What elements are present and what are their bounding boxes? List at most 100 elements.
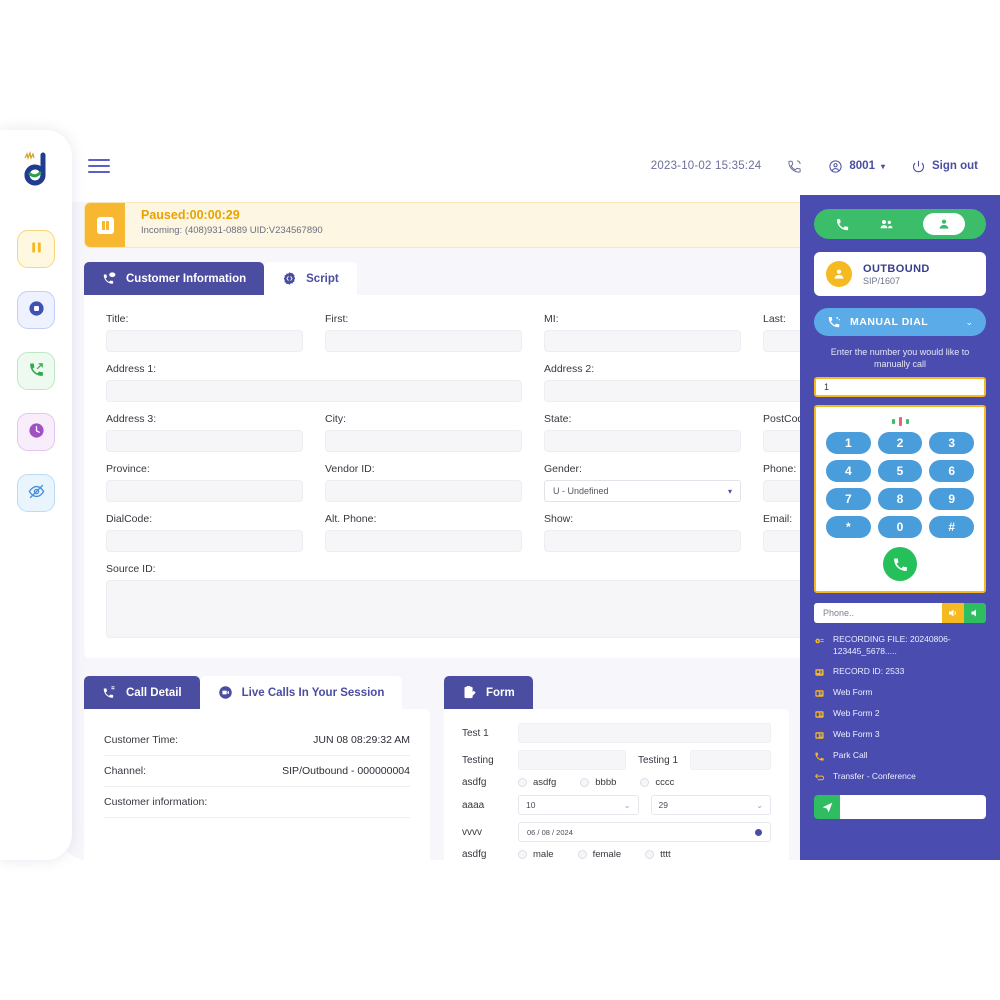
form-field-asdfg-gender-radios: asdfg male female tttt bbox=[462, 849, 771, 860]
rail-item-hide[interactable] bbox=[17, 474, 55, 512]
dialer-mode-bar bbox=[814, 209, 986, 239]
person-icon[interactable] bbox=[923, 213, 966, 235]
rail-item-pause[interactable] bbox=[17, 230, 55, 268]
province-input[interactable] bbox=[106, 480, 303, 502]
field-first: First: bbox=[325, 313, 522, 352]
key-9[interactable]: 9 bbox=[929, 488, 974, 511]
testing1-input[interactable] bbox=[690, 750, 771, 770]
rail-item-stop-record[interactable] bbox=[17, 291, 55, 329]
phone-input-bar: Phone.. bbox=[814, 603, 986, 624]
dialer-panel: OUTBOUND SIP/1607 MANUAL DIAL ⌄ Enter th… bbox=[800, 195, 1000, 860]
radio-option[interactable]: male bbox=[518, 849, 566, 860]
action-transfer-conference[interactable]: Transfer - Conference bbox=[814, 771, 986, 783]
action-web-form[interactable]: Web Form bbox=[814, 687, 986, 699]
city-input[interactable] bbox=[325, 430, 522, 452]
rail-item-history[interactable] bbox=[17, 413, 55, 451]
radio-option[interactable]: asdfg bbox=[518, 777, 568, 788]
address1-input[interactable] bbox=[106, 380, 522, 402]
alt-phone-input[interactable] bbox=[325, 530, 522, 552]
action-label: Web Form 3 bbox=[833, 729, 880, 740]
field-label: Test 1 bbox=[462, 727, 489, 739]
gender-select[interactable]: U - Undefined ▾ bbox=[544, 480, 741, 502]
phone-dial-icon bbox=[827, 315, 841, 329]
radio-option[interactable]: cccc bbox=[640, 777, 686, 788]
key-0[interactable]: 0 bbox=[877, 516, 923, 539]
tab-live-calls[interactable]: Live Calls In Your Session bbox=[199, 676, 403, 709]
send-icon bbox=[821, 801, 834, 814]
test1-input[interactable] bbox=[518, 723, 771, 743]
address3-input[interactable] bbox=[106, 430, 303, 452]
field-label: Show: bbox=[544, 513, 574, 525]
key-1[interactable]: 1 bbox=[826, 432, 871, 455]
key-4[interactable]: 4 bbox=[826, 460, 871, 483]
send-input[interactable] bbox=[840, 795, 986, 820]
radio-label: male bbox=[533, 849, 554, 860]
first-input[interactable] bbox=[325, 330, 522, 352]
rail-item-incoming-call[interactable] bbox=[17, 352, 55, 390]
extension-menu[interactable]: 8001 ▾ bbox=[828, 159, 885, 174]
radio-label: asdfg bbox=[533, 777, 557, 788]
testing-input[interactable] bbox=[518, 750, 626, 770]
call-button[interactable] bbox=[883, 547, 917, 582]
key-3[interactable]: 3 bbox=[929, 432, 974, 455]
detail-value: SIP/Outbound - 000000004 bbox=[282, 765, 410, 777]
action-recording-file[interactable]: RECORDING FILE: 20240806-123445_5678....… bbox=[814, 634, 986, 657]
group-icon[interactable] bbox=[879, 217, 894, 232]
key-star[interactable]: * bbox=[826, 516, 871, 539]
tab-form[interactable]: Form bbox=[444, 676, 533, 709]
phone-input[interactable]: Phone.. bbox=[814, 603, 942, 624]
aaaa-select-1[interactable]: 10 ⌄ bbox=[518, 795, 639, 815]
key-hash[interactable]: # bbox=[929, 516, 974, 539]
top-bar: 2023-10-02 15:35:24 8001 ▾ bbox=[62, 130, 1000, 202]
title-input[interactable] bbox=[106, 330, 303, 352]
audio-level-indicator bbox=[826, 416, 974, 426]
volume-low-icon[interactable] bbox=[942, 603, 964, 624]
phone-icon[interactable] bbox=[835, 217, 850, 232]
dialcode-input[interactable] bbox=[106, 530, 303, 552]
aaaa-select-2[interactable]: 29 ⌄ bbox=[650, 795, 771, 815]
web-form-icon bbox=[814, 729, 825, 741]
action-record-id[interactable]: RECORD ID: 2533 bbox=[814, 666, 986, 678]
tab-script[interactable]: Script bbox=[264, 262, 357, 295]
clipboard-edit-icon bbox=[462, 685, 477, 700]
action-label: Web Form 2 bbox=[833, 708, 880, 719]
field-vendor-id: Vendor ID: bbox=[325, 463, 522, 502]
key-8[interactable]: 8 bbox=[877, 488, 923, 511]
calendar-icon[interactable] bbox=[755, 828, 762, 836]
call-detail-panel: Customer Time: JUN 08 08:29:32 AM Channe… bbox=[84, 709, 430, 860]
field-label: Address 3: bbox=[106, 413, 157, 425]
key-7[interactable]: 7 bbox=[826, 488, 871, 511]
show-input[interactable] bbox=[544, 530, 741, 552]
radio-option[interactable]: bbbb bbox=[580, 777, 628, 788]
headset-phone-icon[interactable] bbox=[787, 159, 802, 174]
key-5[interactable]: 5 bbox=[877, 460, 923, 483]
radio-option[interactable]: tttt bbox=[645, 849, 683, 860]
field-city: City: bbox=[325, 413, 522, 452]
pause-icon[interactable] bbox=[85, 203, 125, 247]
send-button[interactable] bbox=[814, 795, 840, 820]
user-icon bbox=[826, 261, 852, 287]
key-2[interactable]: 2 bbox=[877, 432, 923, 455]
field-label: Alt. Phone: bbox=[325, 513, 377, 525]
hamburger-icon[interactable] bbox=[88, 155, 110, 177]
manual-dial-dropdown[interactable]: MANUAL DIAL ⌄ bbox=[814, 308, 986, 336]
outbound-title: OUTBOUND bbox=[863, 262, 930, 275]
tab-customer-information[interactable]: Customer Information bbox=[84, 262, 265, 295]
manual-number-input[interactable]: 1 bbox=[814, 377, 986, 398]
action-web-form-3[interactable]: Web Form 3 bbox=[814, 729, 986, 741]
tab-label: Script bbox=[306, 272, 339, 285]
action-web-form-2[interactable]: Web Form 2 bbox=[814, 708, 986, 720]
form-field-vvvv-date: vvvv 06 / 08 / 2024 bbox=[462, 822, 771, 842]
radio-icon bbox=[518, 778, 527, 787]
vendor-id-input[interactable] bbox=[325, 480, 522, 502]
mi-input[interactable] bbox=[544, 330, 741, 352]
tab-call-detail[interactable]: Call Detail bbox=[84, 676, 200, 709]
volume-high-icon[interactable] bbox=[964, 603, 986, 624]
key-6[interactable]: 6 bbox=[929, 460, 974, 483]
signout-button[interactable]: Sign out bbox=[911, 159, 978, 174]
action-park-call[interactable]: Park Call bbox=[814, 750, 986, 762]
state-input[interactable] bbox=[544, 430, 741, 452]
field-label: MI: bbox=[544, 313, 559, 325]
vvvv-date-input[interactable]: 06 / 08 / 2024 bbox=[518, 822, 771, 842]
radio-option[interactable]: female bbox=[577, 849, 634, 860]
